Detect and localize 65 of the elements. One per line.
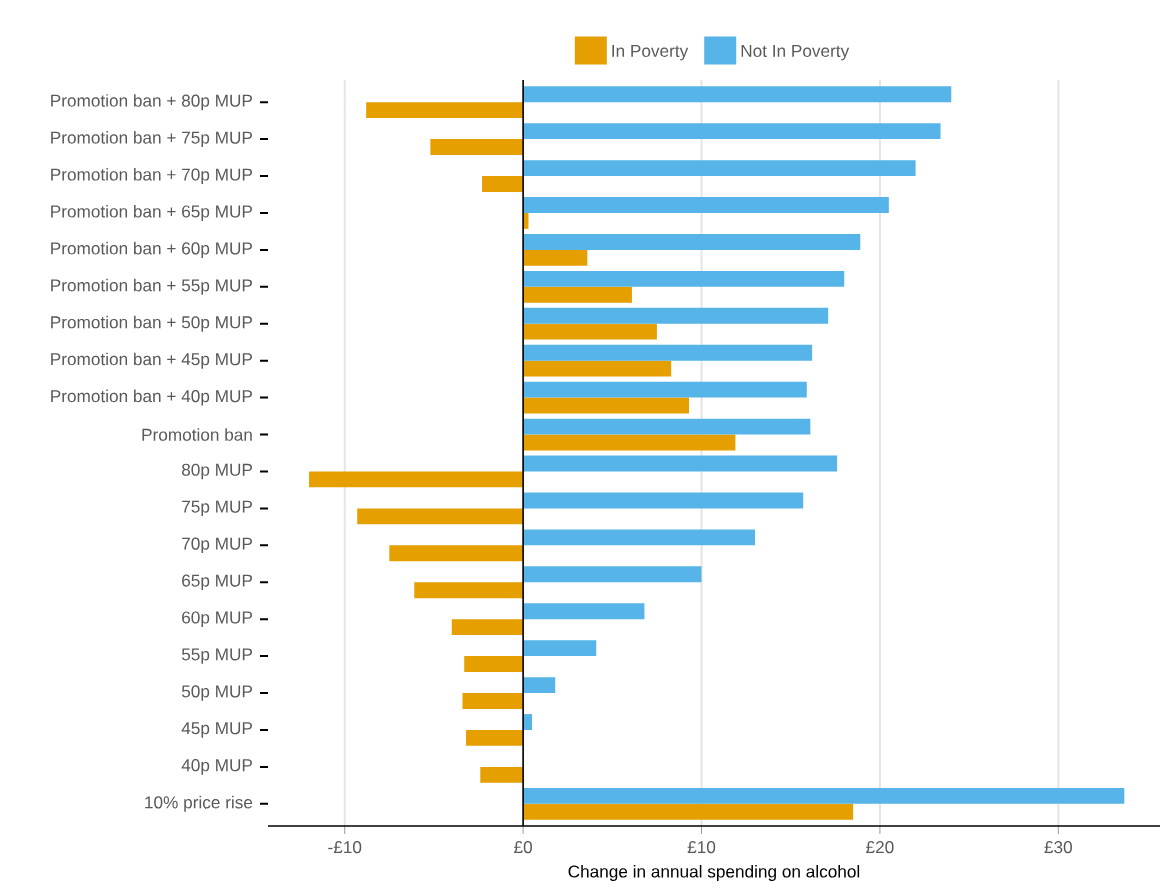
bar [523,360,672,377]
bar [523,418,811,435]
bar [523,250,588,266]
y-tick-label: 80p MUP [181,463,253,480]
bar [523,160,916,177]
bar [523,788,1125,804]
bar [451,619,524,636]
y-tick-label: 65p MUP [182,574,253,591]
bar [523,286,632,303]
bar [389,545,524,562]
bar [523,640,597,657]
y-tick-label: 55p MUP [181,648,253,664]
bar [462,693,524,710]
bar [523,344,813,361]
bar [480,767,524,783]
bar [309,471,524,488]
bar [523,566,702,583]
bar [523,271,845,287]
bar [523,86,952,103]
legend-label: In Poverty [612,45,689,61]
bar [523,234,861,251]
bar [523,308,829,324]
y-tick-label: Promotion ban + 60p MUP [51,242,252,259]
y-tick-label: Promotion ban + 80p MUP [51,94,252,111]
y-tick-label: Promotion ban + 45p MUP [51,352,252,369]
x-tick-label: £0 [514,841,532,854]
x-axis-title: Change in annual spending on alcohol [568,865,860,882]
y-tick-label: Promotion ban + 65p MUP [51,205,252,222]
y-tick-label: 70p MUP [182,537,253,554]
y-tick-label: 45p MUP [181,722,253,738]
x-tick-label: £10 [687,841,716,854]
bar [464,656,524,673]
bar [523,529,756,546]
x-tick-label: £20 [866,841,894,854]
y-tick-label: Promotion ban + 55p MUP [51,278,252,295]
y-tick-label: 75p MUP [182,500,253,517]
bar [523,492,804,509]
y-tick-label: 60p MUP [182,611,253,628]
bar [414,582,524,599]
bar [523,397,690,414]
bar [523,603,645,620]
y-tick-label: 10% price rise [145,795,253,813]
y-tick-label: Promotion ban + 70p MUP [51,168,252,185]
bar [523,804,854,820]
bar [430,139,524,156]
bar [523,455,838,472]
bar [523,381,807,398]
y-tick-label: 50p MUP [181,685,253,701]
bar [523,323,657,340]
y-tick-label: 40p MUP [181,759,253,775]
bar [523,123,941,140]
y-tick-label: Promotion ban + 50p MUP [51,315,252,332]
x-tick-label: -£10 [328,841,362,854]
legend-label: Not In Poverty [741,45,850,61]
bar [366,102,524,119]
bar [523,677,556,694]
bar [523,434,736,451]
bar [357,508,524,525]
y-tick-label: Promotion ban + 40p MUP [51,389,252,406]
bar [523,197,889,214]
bar [466,730,524,747]
bar [482,176,524,193]
y-tick-label: Promotion ban + 75p MUP [51,131,252,148]
y-tick-label: Promotion ban [142,428,252,441]
x-tick-label: £30 [1044,841,1072,854]
